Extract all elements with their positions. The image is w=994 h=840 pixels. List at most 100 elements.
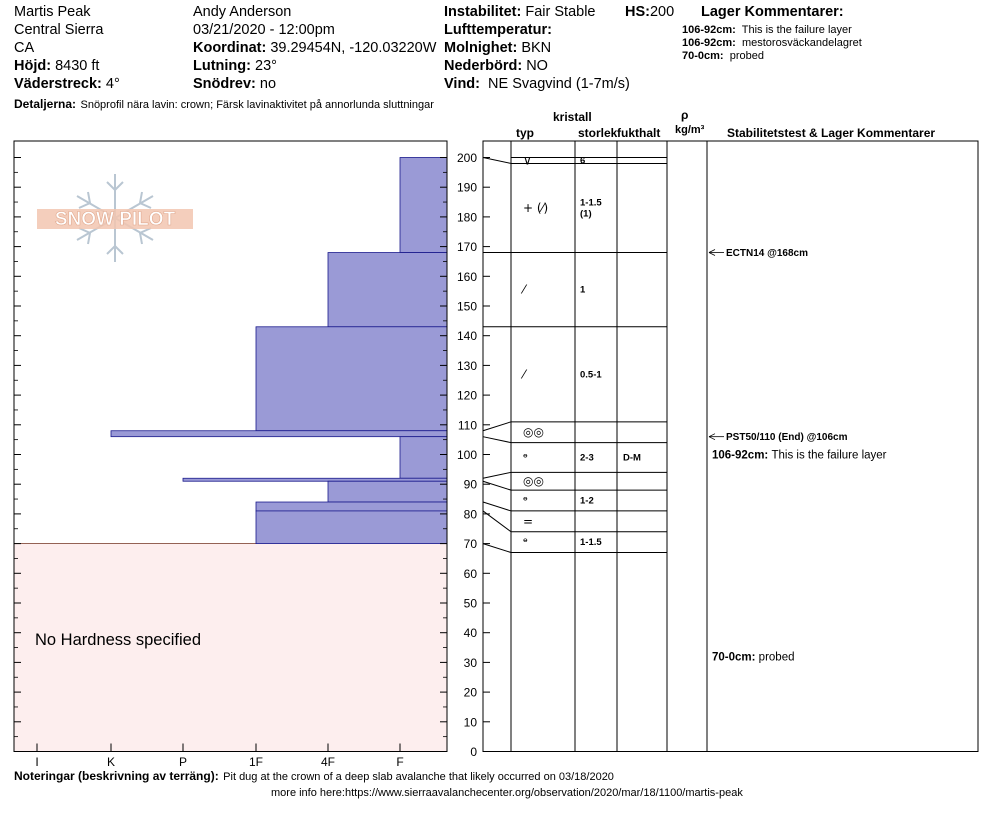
depth-tick-label: 100 (457, 448, 477, 462)
aspect-value: 4° (105, 76, 120, 92)
details-value: Snöprofil nära lavin: crown; Färsk lavin… (80, 99, 434, 111)
depth-tick-label: 130 (457, 359, 477, 373)
precipitation: Nederbörd: NO (444, 58, 548, 74)
depth-tick-label: 30 (464, 656, 478, 670)
density-unit: kg/m³ (675, 124, 705, 136)
no-hardness-text: No Hardness specified (35, 631, 201, 649)
hardness-bar (399, 157, 448, 253)
grain-type-symbol: + (⁄) (523, 201, 548, 215)
layer-comment: 106-92cm: This is the failure layer (682, 24, 852, 36)
wind-label: Vind: (444, 76, 480, 92)
depth-tick-label: 0 (470, 745, 477, 759)
hs-value: 200 (649, 4, 675, 20)
observation-datetime: 03/21/2020 - 12:00pm (193, 22, 335, 38)
hardness-tick-label: I (35, 755, 38, 769)
grain-size-value: (1) (580, 208, 592, 219)
coord-value: 39.29454N, -120.03220W (270, 40, 437, 56)
grain-type-symbol: ◎◎ (523, 474, 544, 488)
layer-comment-range: 70-0cm: (682, 50, 724, 62)
layer-connector (482, 543, 512, 553)
moisture-header: fukthalt (617, 126, 661, 140)
hardness-tick-label: P (179, 755, 187, 769)
hardness-bar (399, 436, 448, 479)
type-header: typ (516, 126, 534, 140)
instability-value: Fair Stable (525, 4, 596, 20)
depth-tick-label: 180 (457, 210, 477, 224)
elevation: Höjd: 8430 ft (14, 58, 99, 74)
air-temp-label: Lufttemperatur: (444, 22, 552, 38)
depth-tick-label: 160 (457, 270, 477, 284)
drift-value: no (259, 76, 277, 92)
depth-tick-label: 90 (464, 478, 478, 492)
depth-tick-label: 170 (457, 240, 477, 254)
layer-annotation-range: 70-0cm: (712, 651, 759, 663)
location-name: Martis Peak (14, 4, 91, 20)
precip-value: NO (526, 58, 548, 74)
layer-connector (482, 421, 512, 432)
snow-pilot-logo: SNOW PILOT (37, 174, 193, 262)
depth-tick-label: 40 (464, 626, 478, 640)
notes-value: Pit dug at the crown of a deep slab aval… (223, 771, 614, 783)
grain-type-symbol: = (523, 514, 533, 528)
hs-label: HS: (625, 4, 650, 20)
layer-annotation-text: probed (759, 651, 795, 663)
elevation-value: 8430 ft (55, 58, 100, 74)
logo-text: SNOW PILOT (55, 209, 176, 230)
wind: Vind: NE Svagvind (1-7m/s) (444, 76, 630, 92)
details: Detaljerna: Snöprofil nära lavin: crown;… (14, 95, 434, 113)
depth-tick-label: 110 (458, 418, 477, 432)
moisture-value: D-M (623, 452, 641, 463)
drift: Snödrev: no (193, 76, 276, 92)
grain-type-symbol: ᶱ (523, 535, 528, 549)
slope: Lutning: 23° (193, 58, 277, 74)
rho-header: ρ (681, 108, 689, 122)
hardness-bar (327, 252, 448, 328)
grain-size-value: 1-1.5 (580, 537, 602, 548)
grain-type-symbol: ᶱ (523, 494, 528, 508)
more-info-link[interactable]: more info here:https://www.sierraavalanc… (271, 787, 743, 799)
grain-size-value: 0.5-1 (580, 369, 602, 380)
grain-type-symbol: ∨ (523, 153, 532, 167)
hardness-bar (327, 480, 448, 503)
depth-tick-label: 120 (457, 389, 477, 403)
grain-size-value: 1 (580, 285, 586, 296)
coord-label: Koordinat: (193, 40, 267, 56)
layer-connector (482, 157, 512, 164)
hs: HS:200 (625, 4, 674, 20)
layer-comment-text: mestorosväckandelagret (741, 37, 862, 49)
layer-annotation: 106-92cm: This is the failure layer (712, 450, 887, 462)
elevation-label: Höjd: (14, 58, 52, 74)
layer-annotation-range: 106-92cm: (712, 450, 771, 462)
hardness-bar (182, 477, 448, 482)
depth-tick-label: 80 (464, 507, 478, 521)
instability-label: Instabilitet: (444, 4, 522, 20)
depth-tick-label: 140 (457, 329, 477, 343)
grain-type-symbol: ⁄ (520, 367, 528, 381)
grain-type-symbol: ᶱ (523, 450, 528, 464)
size-header: storlek (578, 126, 618, 140)
layer-comment: 106-92cm: mestorosväckandelagret (682, 37, 862, 49)
grain-size-value: 1-1.5 (580, 197, 602, 208)
observer-name: Andy Anderson (193, 4, 292, 20)
stability-header: Stabilitetstest & Lager Kommentarer (727, 126, 936, 140)
crystal-header: kristall (553, 110, 592, 124)
grain-type-symbol: ◎◎ (523, 425, 544, 439)
layer-connector (482, 501, 512, 512)
notes: Noteringar (beskrivning av terräng): Pit… (14, 767, 614, 785)
layer-comment: 70-0cm: probed (682, 50, 764, 62)
depth-tick-label: 20 (464, 686, 478, 700)
depth-ticks: 0 10 20 30 40 50 60 70 80 90 100 110 120 130 140 150 160… (14, 151, 490, 769)
no-hardness-region (13, 543, 448, 752)
hardness-bar (255, 501, 448, 512)
hardness-bar (255, 510, 448, 544)
details-label: Detaljerna: (14, 97, 77, 111)
layer-connector (482, 436, 512, 444)
grain-size-value: 1-2 (580, 496, 594, 507)
layer-comments-title: Lager Kommentarer: (701, 4, 844, 20)
drift-label: Snödrev: (193, 76, 256, 92)
layer-table-frame (482, 140, 979, 752)
layer-annotation-text: This is the failure layer (771, 450, 886, 462)
coordinates: Koordinat: 39.29454N, -120.03220W (193, 40, 436, 56)
sky: Molnighet: BKN (444, 40, 551, 56)
sky-value: BKN (521, 40, 552, 56)
